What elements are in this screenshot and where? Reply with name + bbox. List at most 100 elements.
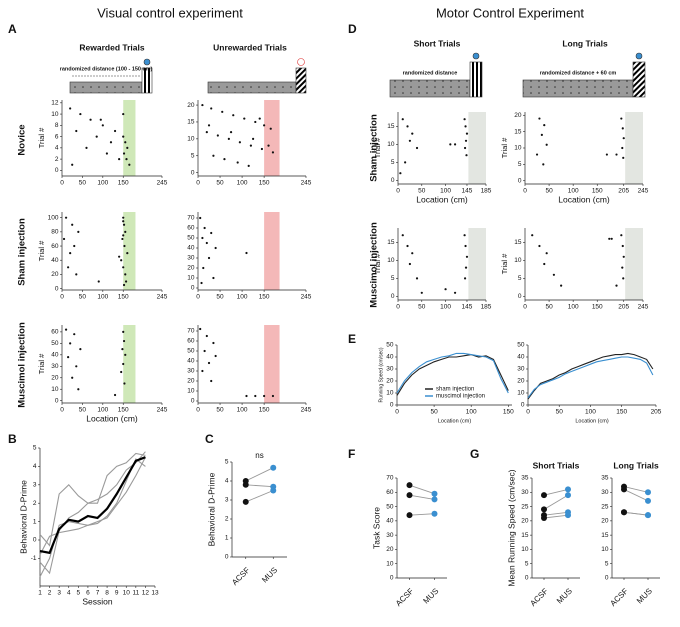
lick-dot — [126, 146, 129, 149]
lick-dot — [124, 353, 127, 356]
x-tick-label: 50 — [79, 180, 87, 187]
x-tick-label: 12 — [142, 590, 150, 597]
y-tick-label: 5 — [525, 560, 529, 567]
y-tick-label: 5 — [391, 275, 395, 282]
y-tick-label: 5 — [33, 445, 37, 452]
x-axis-label: Location (cm) — [86, 413, 138, 423]
reward-zone — [625, 228, 643, 300]
lick-dot — [75, 129, 78, 133]
lick-dot — [444, 288, 447, 291]
x-tick-label: 7 — [96, 590, 100, 597]
y-tick-label: 10 — [187, 136, 195, 143]
lick-dot — [267, 144, 270, 147]
x-tick-label: 50 — [216, 180, 224, 187]
x-tick-label: 150 — [616, 409, 627, 416]
y-tick-label: 0 — [55, 167, 59, 174]
y-tick-label: 20 — [187, 265, 195, 272]
row-label: Sham injection — [17, 218, 28, 286]
pair-dot — [565, 492, 571, 499]
lick-dot — [120, 370, 123, 374]
lick-dot — [622, 255, 625, 258]
pair-dot — [431, 490, 438, 497]
y-tick-label: 0 — [518, 293, 522, 300]
lick-dot — [271, 394, 275, 398]
x-tick-label: 11 — [132, 590, 139, 597]
x-tick-label: 150 — [592, 304, 603, 311]
lick-dot — [201, 103, 204, 107]
lick-dot — [122, 266, 125, 269]
chart-title: Long Trials — [613, 460, 659, 470]
pair-dot — [541, 492, 547, 499]
lick-dot — [71, 223, 74, 226]
y-tick-label: 1 — [33, 518, 37, 525]
lick-dot — [79, 112, 82, 116]
lick-dot — [538, 244, 541, 248]
x-tick-label: 100 — [237, 407, 248, 414]
pair-dot — [431, 510, 438, 517]
x-tick-label: 0 — [523, 188, 527, 195]
reward-wall — [141, 67, 153, 94]
lick-dot — [464, 266, 468, 269]
x-tick-label: 8 — [105, 590, 109, 597]
schematics — [69, 52, 646, 98]
reward-zone — [264, 100, 280, 176]
lick-dot — [212, 276, 215, 280]
lick-dot — [464, 139, 468, 142]
lick-dot — [122, 234, 125, 237]
lick-dot — [123, 244, 126, 248]
x-axis-label: Location (cm) — [438, 418, 471, 424]
lick-dot — [201, 369, 204, 373]
y-tick-label: 70 — [187, 215, 195, 222]
y-tick-label: 50 — [187, 235, 195, 242]
lick-dot — [201, 236, 204, 240]
lick-dot — [122, 152, 126, 155]
lick-dot — [212, 154, 215, 157]
y-tick-label: 2 — [55, 156, 59, 163]
row-label: Muscimol injection — [369, 222, 380, 308]
y-tick-label: 0 — [518, 177, 522, 184]
lick-dot — [122, 112, 125, 116]
x-tick-label: 0 — [396, 304, 400, 311]
lick-dot — [464, 244, 467, 248]
x-tick-label: 2 — [48, 590, 52, 597]
y-tick-label: 0 — [225, 554, 229, 561]
x-tick-label: 0 — [196, 180, 200, 187]
lick-dot — [97, 280, 100, 283]
lick-dot — [243, 117, 246, 120]
pair-line — [623, 489, 649, 502]
lick-dot — [254, 394, 257, 398]
lick-dot — [552, 273, 555, 276]
y-tick-label: 50 — [386, 342, 394, 349]
y-axis-label: Task Score — [371, 507, 381, 549]
x-tick-label: 50 — [79, 407, 87, 414]
lick-dot — [125, 158, 128, 161]
lick-dot — [122, 223, 126, 226]
y-tick-label: 20 — [187, 102, 195, 109]
pair-line — [409, 484, 435, 495]
pair-dot — [645, 489, 651, 496]
y-tick-label: 10 — [386, 390, 394, 397]
reward-wall — [469, 61, 483, 98]
y-tick-label: 20 — [51, 271, 59, 278]
y-tick-label: 2 — [225, 516, 229, 523]
lick-dot — [77, 230, 80, 233]
reward-zone — [264, 212, 280, 290]
lick-dot — [543, 262, 546, 266]
x-tick-label: 245 — [157, 180, 168, 187]
x-tick-label: 10 — [123, 590, 131, 597]
y-tick-label: 40 — [187, 245, 195, 252]
x-axis-label: Location (cm) — [575, 418, 608, 424]
y-tick-label: 3 — [33, 482, 37, 489]
y-tick-label: 0 — [391, 293, 395, 300]
y-tick-label: 40 — [51, 352, 59, 359]
y-axis-label: Trial # — [37, 353, 46, 374]
x-tick-label: 100 — [585, 409, 596, 416]
track — [69, 81, 143, 94]
lick-dot — [210, 231, 213, 235]
x-tick-label: 150 — [259, 407, 270, 414]
lick-dot — [221, 110, 224, 113]
lick-dot — [238, 141, 241, 144]
lick-dot — [620, 117, 623, 120]
y-tick-label: 12 — [51, 100, 59, 107]
y-tick-label: 0 — [191, 398, 195, 405]
